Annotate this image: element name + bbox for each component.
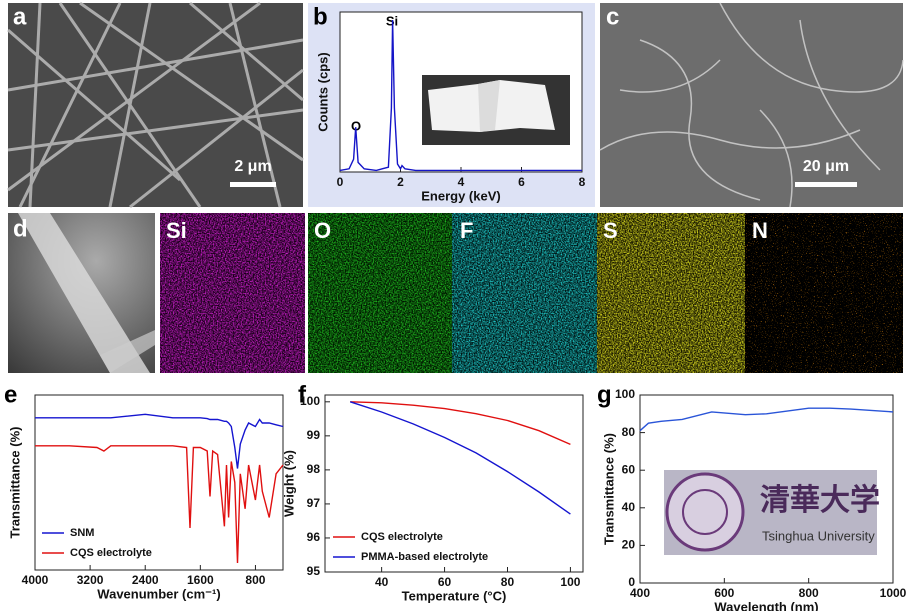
y-tick-label: 95 (307, 564, 321, 578)
scale-bar-label: 20 μm (803, 158, 849, 175)
y-axis-label: Transmittance (%) (601, 433, 616, 545)
logo-text: 清華大学 (760, 483, 880, 518)
y-tick-label: 100 (615, 387, 635, 401)
y-tick-label: 96 (307, 530, 321, 544)
x-axis-label: Wavelength (nm) (714, 599, 818, 611)
inset-photo (422, 75, 570, 145)
sem-image-c (599, 2, 904, 208)
legend-label: PMMA-based electrolyte (361, 551, 488, 563)
x-tick-label: 40 (375, 575, 389, 589)
y-tick-label: 100 (300, 394, 320, 408)
y-tick-label: 98 (307, 462, 321, 476)
x-tick-label: 1000 (880, 586, 907, 600)
element-label: Si (166, 218, 187, 243)
inset-logo (664, 470, 877, 555)
x-axis-label: Temperature (°C) (402, 588, 507, 603)
element-label: N (752, 218, 768, 243)
plot-frame (34, 394, 284, 571)
x-axis-label: Wavenumber (cm⁻¹) (97, 586, 220, 601)
y-tick-label: 99 (307, 428, 321, 442)
sem-image-a (7, 1, 304, 209)
data-line (350, 401, 571, 446)
x-tick-label: 100 (560, 575, 580, 589)
x-tick-label: 2 (397, 175, 404, 189)
x-tick-label: 1600 (187, 573, 214, 587)
x-tick-label: 60 (438, 575, 452, 589)
x-tick-label: 4000 (22, 573, 49, 587)
y-tick-label: 20 (622, 538, 636, 552)
plot-frame (639, 394, 894, 584)
panel-label: d (13, 215, 28, 242)
x-tick-label: 3200 (77, 573, 104, 587)
scale-bar-label: 2 μm (234, 158, 271, 175)
y-tick-label: 40 (622, 500, 636, 514)
data-line (35, 445, 284, 564)
x-tick-label: 6 (518, 175, 525, 189)
x-tick-label: 80 (501, 575, 515, 589)
data-line (639, 407, 894, 432)
y-tick-label: 80 (622, 425, 636, 439)
element-label: F (460, 218, 473, 243)
panel-label: c (606, 3, 619, 30)
x-tick-label: 8 (579, 175, 586, 189)
panel-label: a (13, 3, 27, 30)
data-line (35, 413, 284, 469)
element-label: O (314, 218, 331, 243)
panel-label: f (298, 381, 307, 408)
logo-caption: Tsinghua University (762, 528, 875, 543)
x-tick-label: 400 (630, 586, 650, 600)
panel-label: g (597, 381, 612, 408)
x-tick-label: 4 (458, 175, 465, 189)
x-tick-label: 800 (245, 573, 265, 587)
y-axis-label: Weight (%) (281, 450, 296, 517)
panel-label: e (4, 381, 17, 408)
element-label: S (603, 218, 618, 243)
y-axis-label: Transmittance (%) (7, 427, 22, 539)
legend-label: CQS electrolyte (361, 531, 443, 543)
panel-label: b (313, 3, 328, 30)
x-tick-label: 800 (799, 586, 819, 600)
sem-image-d (8, 213, 155, 373)
plot-frame (324, 394, 584, 573)
x-tick-label: 600 (714, 586, 734, 600)
peak-annotation: O (351, 118, 361, 133)
x-tick-label: 0 (337, 175, 344, 189)
y-axis-label: Counts (cps) (315, 52, 330, 131)
y-tick-label: 60 (622, 462, 636, 476)
x-axis-label: Energy (keV) (421, 188, 500, 203)
x-tick-label: 2400 (132, 573, 159, 587)
element-maps (160, 213, 903, 373)
data-line (349, 401, 571, 515)
y-tick-label: 97 (307, 496, 321, 510)
y-tick-label: 0 (628, 575, 635, 589)
legend-label: SNM (70, 527, 94, 539)
data-line (339, 19, 582, 172)
legend-label: CQS electrolyte (70, 547, 152, 559)
